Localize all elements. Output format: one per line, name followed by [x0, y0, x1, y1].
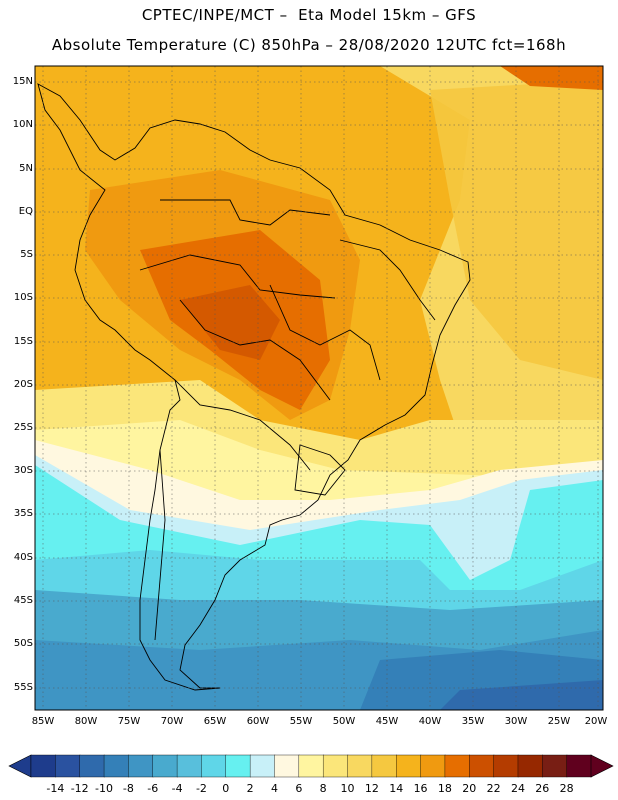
border-line-5: [154, 449, 166, 641]
colorbar-tick-label: -10: [95, 782, 114, 795]
colorbar-swatch: [55, 754, 81, 778]
lon-label: 85W: [31, 716, 55, 727]
lat-label: 35S: [13, 508, 33, 519]
colorbar-tick-label: 2: [246, 782, 254, 795]
title-line-2: Absolute Temperature (C) 850hPa – 28/08/…: [51, 36, 567, 54]
border-line-6: [269, 284, 381, 381]
colorbar-tick-label: 6: [295, 782, 303, 795]
lon-label: 80W: [74, 716, 98, 727]
border-line-2: [160, 199, 331, 226]
colorbar-swatch: [176, 754, 203, 778]
colorbar-swatch: [444, 754, 470, 778]
lat-label: 45S: [13, 595, 33, 606]
lat-label: EQ: [18, 206, 33, 217]
border-line-4: [174, 379, 311, 471]
map-frame: [34, 65, 604, 711]
lat-label: 25S: [13, 422, 33, 433]
lon-label: 55W: [289, 716, 313, 727]
colorbar-tick-label: -6: [147, 782, 159, 795]
colorbar-swatch: [420, 754, 446, 778]
south-america-outline: [37, 83, 471, 691]
colorbar-swatch: [517, 754, 544, 778]
colorbar-swatch: [371, 754, 397, 778]
lat-label: 55S: [13, 682, 33, 693]
colorbar-swatch: [493, 754, 519, 778]
colorbar-swatch: [249, 754, 276, 778]
colorbar-swatch: [274, 754, 300, 778]
lon-label: 30W: [504, 716, 528, 727]
colorbar-tick-label: 0: [222, 782, 230, 795]
colorbar-swatch: [298, 754, 324, 778]
colorbar-tick-label: 28: [559, 782, 574, 795]
colorbar-arrow-right: [590, 754, 614, 778]
lat-label: 15N: [12, 76, 33, 87]
lat-label: 10S: [13, 292, 33, 303]
lon-label: 45W: [375, 716, 399, 727]
border-line-3: [179, 299, 331, 401]
colorbar-tick-label: -8: [122, 782, 134, 795]
colorbar-swatch: [79, 754, 105, 778]
colorbar-tick-label: 18: [437, 782, 452, 795]
border-line-1: [139, 254, 336, 299]
colorbar-tick-label: -2: [195, 782, 207, 795]
colorbar-arrow-left: [8, 754, 32, 778]
lon-label: 35W: [461, 716, 485, 727]
colorbar-tick-label: 26: [535, 782, 550, 795]
colorbar-swatch: [30, 754, 57, 778]
colorbar-tick-label: 16: [413, 782, 428, 795]
title-line-1: CPTEC/INPE/MCT – Eta Model 15km – GFS: [141, 6, 477, 24]
gridlines: [35, 66, 603, 710]
colorbar-tick-label: 4: [270, 782, 278, 795]
lat-label: 30S: [13, 465, 33, 476]
colorbar-swatch: [566, 754, 592, 778]
colorbar-swatch: [347, 754, 373, 778]
temperature-field: [35, 66, 603, 710]
coastlines: [37, 83, 471, 691]
lon-label: 40W: [418, 716, 442, 727]
colorbar-tick-label: 24: [510, 782, 525, 795]
lat-label: 10N: [12, 119, 33, 130]
colorbar-swatch: [396, 754, 422, 778]
colorbar: [8, 754, 614, 778]
colorbar-tick-label: 10: [340, 782, 355, 795]
lon-label: 75W: [117, 716, 141, 727]
colorbar-tick-label: 20: [462, 782, 477, 795]
lat-label: 50S: [13, 638, 33, 649]
lat-label: 20S: [13, 379, 33, 390]
colorbar-tick-label: 8: [319, 782, 327, 795]
colorbar-swatch: [542, 754, 568, 778]
lon-label: 25W: [547, 716, 571, 727]
colorbar-swatch: [225, 754, 251, 778]
colorbar-tick-label: 14: [389, 782, 404, 795]
colorbar-tick-label: 12: [364, 782, 379, 795]
colorbar-swatch: [201, 754, 227, 778]
lat-label: 15S: [13, 336, 33, 347]
lon-label: 65W: [203, 716, 227, 727]
colorbar-swatch: [152, 754, 178, 778]
lat-label: 5S: [20, 249, 33, 260]
colorbar-tick-label: -4: [171, 782, 183, 795]
colorbar-swatch: [469, 754, 495, 778]
lon-label: 20W: [584, 716, 608, 727]
lat-label: 40S: [13, 552, 33, 563]
uruguay-outline: [294, 444, 346, 496]
border-line-7: [339, 239, 436, 321]
colorbar-tick-label: 22: [486, 782, 501, 795]
colorbar-swatch: [103, 754, 130, 778]
colorbar-tick-label: -12: [70, 782, 89, 795]
lon-label: 50W: [332, 716, 356, 727]
colorbar-swatch: [322, 754, 349, 778]
colorbar-swatch: [128, 754, 154, 778]
lat-label: 5N: [19, 163, 33, 174]
lon-label: 60W: [246, 716, 270, 727]
lon-label: 70W: [160, 716, 184, 727]
colorbar-tick-label: -14: [46, 782, 65, 795]
